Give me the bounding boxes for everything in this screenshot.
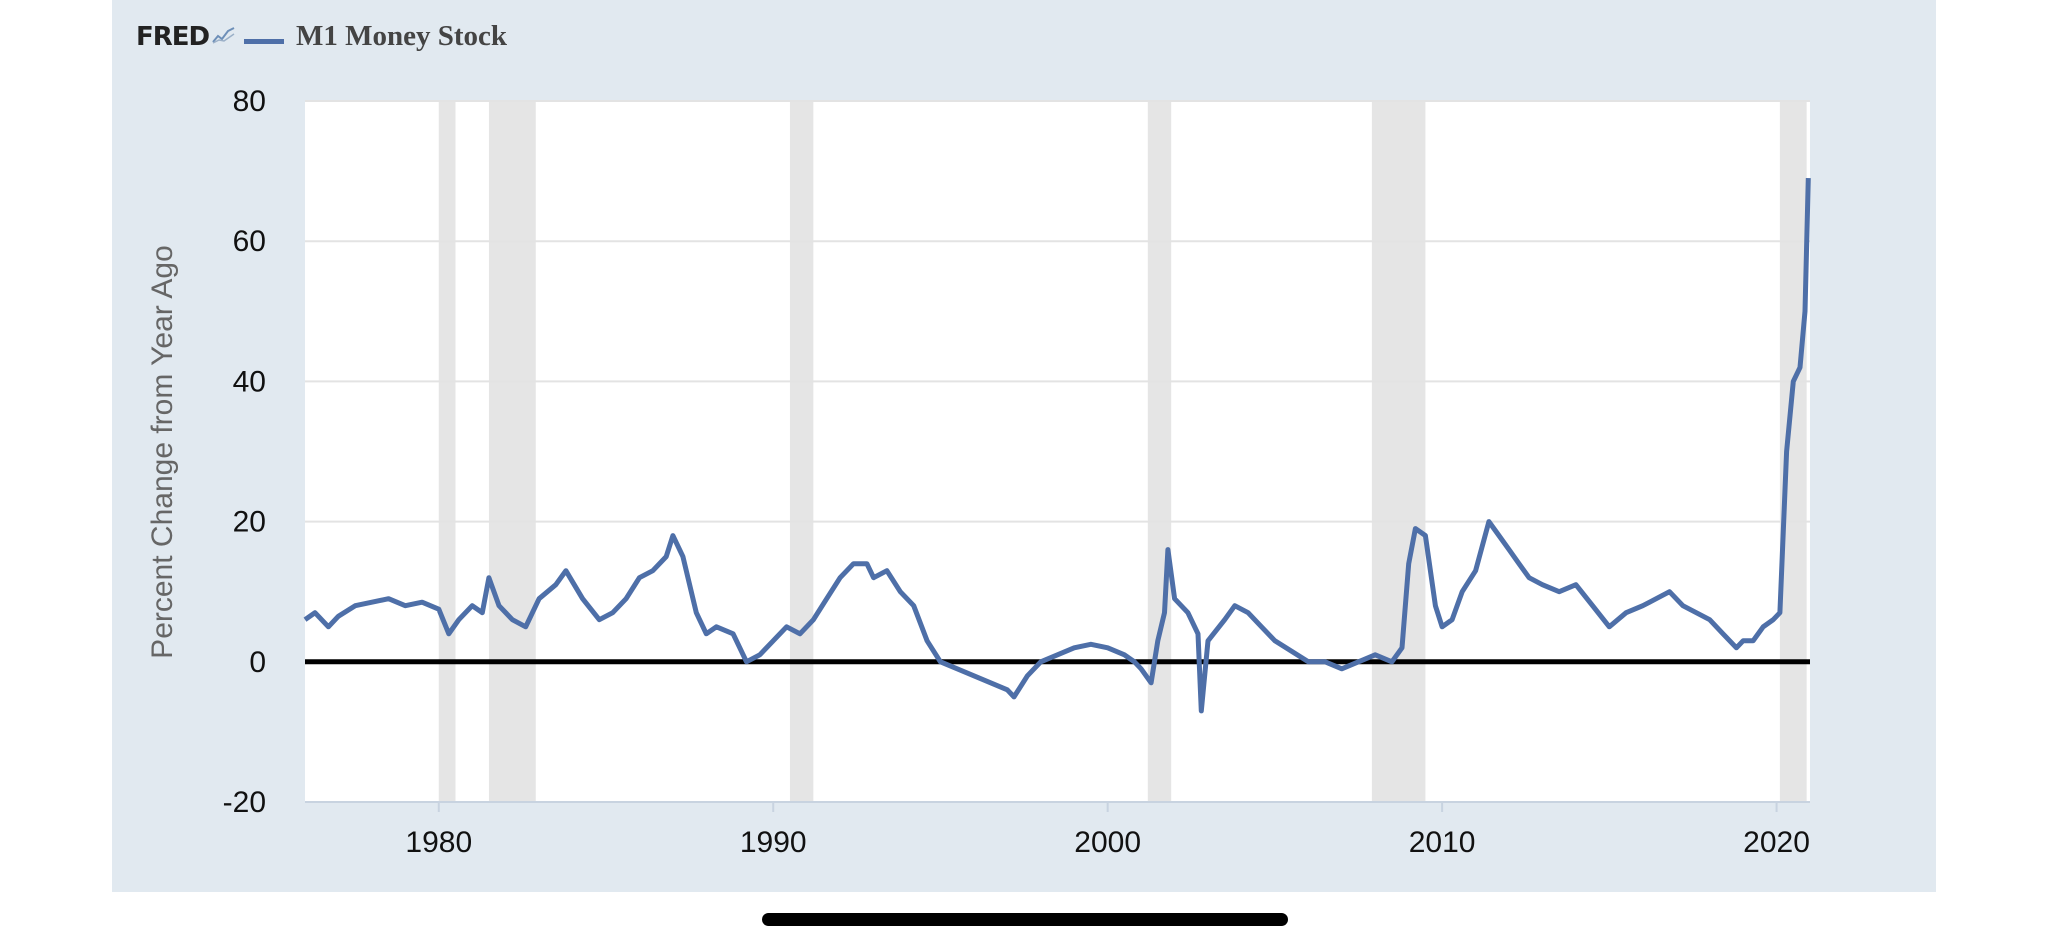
y-axis-title: Percent Change from Year Ago bbox=[146, 245, 179, 659]
x-tick-label: 1990 bbox=[740, 826, 807, 859]
recession-band bbox=[1147, 101, 1172, 802]
fred-chart-icon bbox=[212, 27, 235, 44]
recession-band bbox=[488, 101, 536, 802]
x-tick-label: 2020 bbox=[1743, 826, 1810, 859]
plot-area bbox=[305, 101, 1810, 802]
recession-band bbox=[789, 101, 814, 802]
recession-band bbox=[1779, 101, 1807, 802]
y-tick-label: 0 bbox=[249, 646, 266, 679]
y-tick-label: 20 bbox=[233, 506, 266, 539]
series-line bbox=[303, 178, 1811, 714]
x-tick-label: 2000 bbox=[1074, 826, 1141, 859]
legend-swatch bbox=[244, 39, 284, 44]
y-tick-label: 80 bbox=[233, 85, 266, 118]
fred-logo: FRED bbox=[136, 22, 210, 52]
home-indicator[interactable] bbox=[762, 913, 1288, 926]
y-tick-label: -20 bbox=[223, 786, 266, 819]
recession-band bbox=[438, 101, 456, 802]
recession-band bbox=[1371, 101, 1426, 802]
x-tick-label: 1980 bbox=[405, 826, 472, 859]
y-tick-label: 60 bbox=[233, 225, 266, 258]
y-tick-label: 40 bbox=[233, 365, 266, 398]
x-tick-label: 2010 bbox=[1409, 826, 1476, 859]
legend-label: M1 Money Stock bbox=[296, 20, 508, 52]
